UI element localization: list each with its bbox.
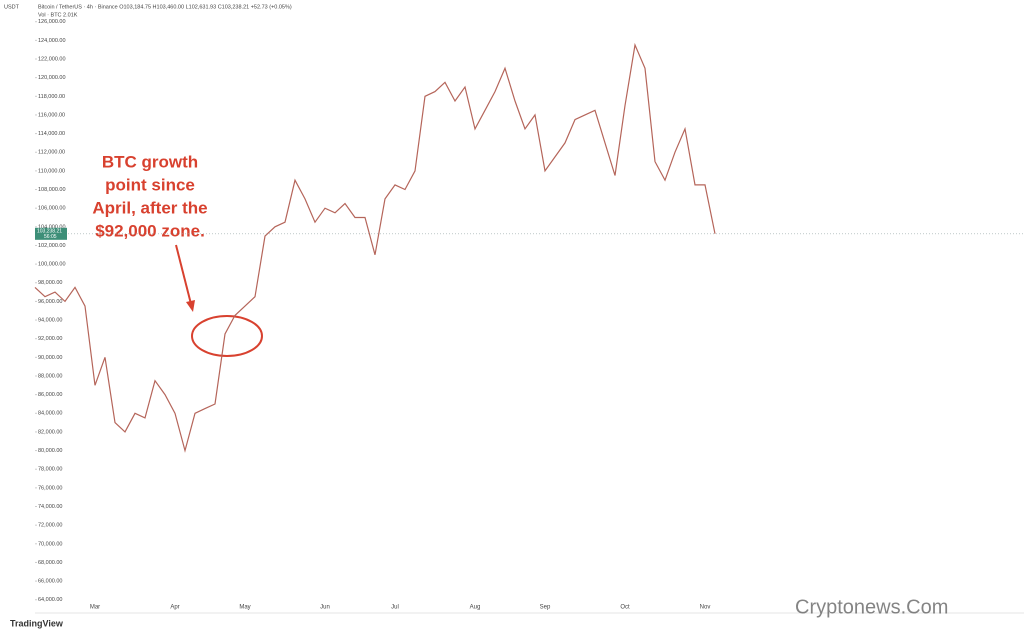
price-tag: 103,238.21	[37, 229, 62, 235]
y-tick-label: 120,000.00	[38, 75, 66, 81]
y-tick-label: 110,000.00	[38, 168, 65, 174]
y-tick-label: 92,000.00	[38, 336, 62, 342]
y-tick-label: 96,000.00	[38, 299, 62, 305]
y-tick-label: 102,000.00	[38, 243, 66, 249]
y-tick-label: 82,000.00	[38, 429, 62, 435]
y-tick-label: 112,000.00	[38, 150, 65, 156]
x-tick-label: Oct	[620, 605, 630, 611]
y-tick-label: 84,000.00	[38, 411, 62, 417]
price-tag-box	[35, 227, 67, 240]
y-tick-label: 106,000.00	[38, 206, 66, 212]
y-tick-label: 76,000.00	[38, 485, 62, 491]
y-tick-label: 114,000.00	[38, 131, 65, 137]
x-tick-label: Sep	[540, 605, 551, 611]
y-tick-label: 86,000.00	[38, 392, 62, 398]
annotation-line: April, after the	[92, 198, 207, 217]
y-tick-label: 118,000.00	[38, 94, 65, 100]
y-tick-label: 108,000.00	[38, 187, 66, 193]
y-tick-label: 98,000.00	[38, 280, 62, 286]
y-tick-label: 122,000.00	[38, 56, 66, 62]
y-tick-label: 74,000.00	[38, 504, 62, 510]
annotation-line: $92,000 zone.	[95, 221, 205, 240]
countdown: 56:05	[44, 234, 57, 240]
x-tick-label: Jun	[320, 605, 330, 611]
legend-line: Bitcoin / TetherUS · 4h · Binance O103,1…	[38, 4, 292, 10]
annotation-line: point since	[105, 175, 195, 194]
y-tick-label: 70,000.00	[38, 541, 62, 547]
arrow-head	[186, 300, 195, 312]
y-tick-label: 90,000.00	[38, 355, 62, 361]
y-tick-label: 94,000.00	[38, 318, 62, 324]
y-tick-label: 68,000.00	[38, 560, 62, 566]
quote-label: USDT	[4, 4, 20, 10]
y-tick-label: 64,000.00	[38, 597, 62, 603]
arrow-shaft	[175, 244, 192, 305]
x-tick-label: Mar	[90, 605, 100, 611]
y-tick-label: 116,000.00	[38, 112, 65, 118]
y-tick-label: 104,000.00	[38, 224, 66, 230]
y-tick-label: 124,000.00	[38, 38, 66, 44]
y-tick-label: 126,000.00	[38, 19, 66, 25]
x-tick-label: Nov	[700, 605, 711, 611]
price-line	[34, 42, 716, 453]
y-tick-label: 88,000.00	[38, 373, 62, 379]
y-tick-label: 80,000.00	[38, 448, 62, 454]
y-tick-label: 72,000.00	[38, 523, 62, 529]
x-tick-label: Jul	[391, 605, 399, 611]
annotation: BTC growth point since April, after the $92…	[92, 152, 207, 240]
watermark: Cryptonews.Com	[795, 596, 948, 618]
x-tick-label: May	[239, 605, 250, 611]
x-tick-label: Apr	[170, 605, 179, 611]
x-tick-label: Aug	[470, 605, 481, 611]
y-tick-label: 66,000.00	[38, 579, 62, 585]
highlight-ellipse	[191, 315, 263, 357]
annotation-line: BTC growth	[102, 152, 198, 171]
y-tick-label: 100,000.00	[38, 262, 66, 268]
y-tick-label: 78,000.00	[38, 467, 62, 473]
volume-line: Vol · BTC 2.01K	[38, 12, 78, 18]
brand: TradingView	[10, 618, 64, 628]
